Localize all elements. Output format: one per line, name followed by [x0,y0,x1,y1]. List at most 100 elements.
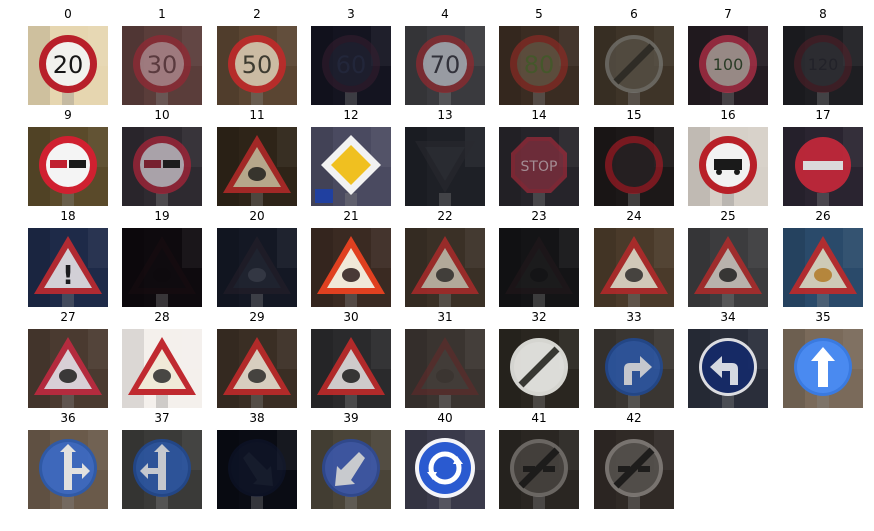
class-id-label: 13 [437,108,453,122]
sample-cell: 16 [688,106,768,206]
sign-image: 30 [122,26,202,105]
sample-cell: 40 [405,409,485,509]
svg-text:70: 70 [430,51,461,79]
sample-cell: 2 50 [217,5,297,105]
sign-image [594,228,674,307]
sign-image [499,430,579,509]
svg-text:120: 120 [808,55,839,74]
svg-text:80: 80 [524,51,555,79]
sample-cell: 38 [217,409,297,509]
class-id-label: 41 [531,411,547,425]
sign-thumbnail [122,329,202,408]
class-id-label: 7 [724,7,732,21]
sign-thumbnail [217,329,297,408]
sample-cell: 13 [405,106,485,206]
class-id-label: 10 [154,108,170,122]
sample-cell: 12 [311,106,391,206]
svg-text:50: 50 [242,51,273,79]
svg-text:100: 100 [713,55,744,74]
class-id-label: 8 [819,7,827,21]
sign-thumbnail [405,329,485,408]
sign-image [783,228,863,307]
svg-text:60: 60 [336,51,367,79]
sign-image [594,26,674,105]
sign-image [217,127,297,206]
sample-cell: 9 [28,106,108,206]
sign-image [217,329,297,408]
sign-image [594,329,674,408]
sample-cell: 6 [594,5,674,105]
sign-image [688,329,768,408]
sign-image [311,127,391,206]
class-id-label: 38 [249,411,265,425]
class-id-label: 11 [249,108,265,122]
class-id-label: 28 [154,310,170,324]
sign-image [688,127,768,206]
sign-image: 100 [688,26,768,105]
sign-image [499,228,579,307]
svg-text:30: 30 [147,51,178,79]
class-id-label: 32 [531,310,547,324]
sample-cell: 34 [688,308,768,408]
sign-thumbnail [217,127,297,206]
sign-image [28,127,108,206]
sample-cell: 1 30 [122,5,202,105]
sign-thumbnail [405,228,485,307]
sign-thumbnail: 80 [499,26,579,105]
sign-thumbnail [783,329,863,408]
sign-thumbnail [594,127,674,206]
class-id-label: 21 [343,209,359,223]
class-id-label: 4 [441,7,449,21]
class-id-label: 39 [343,411,359,425]
sample-cell: 19 [122,207,202,307]
sign-image [311,228,391,307]
sign-thumbnail: 20 [28,26,108,105]
sign-thumbnail: 30 [122,26,202,105]
sign-thumbnail [311,329,391,408]
sample-cell: 8 120 [783,5,863,105]
sign-thumbnail [499,228,579,307]
sign-thumbnail [311,127,391,206]
sample-cell: 22 [405,207,485,307]
sample-cell: 32 [499,308,579,408]
svg-text:!: ! [62,261,74,291]
sign-image: ! [28,228,108,307]
sign-thumbnail [311,430,391,509]
class-id-label: 30 [343,310,359,324]
sign-image: 60 [311,26,391,105]
class-id-label: 24 [626,209,642,223]
sample-cell: 18! [28,207,108,307]
sign-image [122,329,202,408]
sign-image [405,430,485,509]
class-id-label: 34 [720,310,736,324]
sign-image [217,228,297,307]
sample-cell: 25 [688,207,768,307]
sample-cell: 7 100 [688,5,768,105]
sign-thumbnail [217,430,297,509]
class-id-label: 15 [626,108,642,122]
sign-image: 50 [217,26,297,105]
sample-cell: 31 [405,308,485,408]
sample-cell: 42 [594,409,674,509]
sign-image [594,430,674,509]
sign-thumbnail [783,228,863,307]
sign-image: 80 [499,26,579,105]
sign-image: STOP [499,127,579,206]
sign-thumbnail [499,329,579,408]
sample-cell: 41 [499,409,579,509]
class-id-label: 19 [154,209,170,223]
class-id-label: 18 [60,209,76,223]
sign-thumbnail [405,430,485,509]
svg-text:20: 20 [53,51,84,79]
sign-image: 70 [405,26,485,105]
sign-thumbnail: 50 [217,26,297,105]
sign-thumbnail [311,228,391,307]
sample-cell: 29 [217,308,297,408]
sign-thumbnail [594,430,674,509]
sign-thumbnail [28,127,108,206]
class-id-label: 40 [437,411,453,425]
sign-thumbnail: 100 [688,26,768,105]
sign-image [311,430,391,509]
sign-thumbnail [405,127,485,206]
